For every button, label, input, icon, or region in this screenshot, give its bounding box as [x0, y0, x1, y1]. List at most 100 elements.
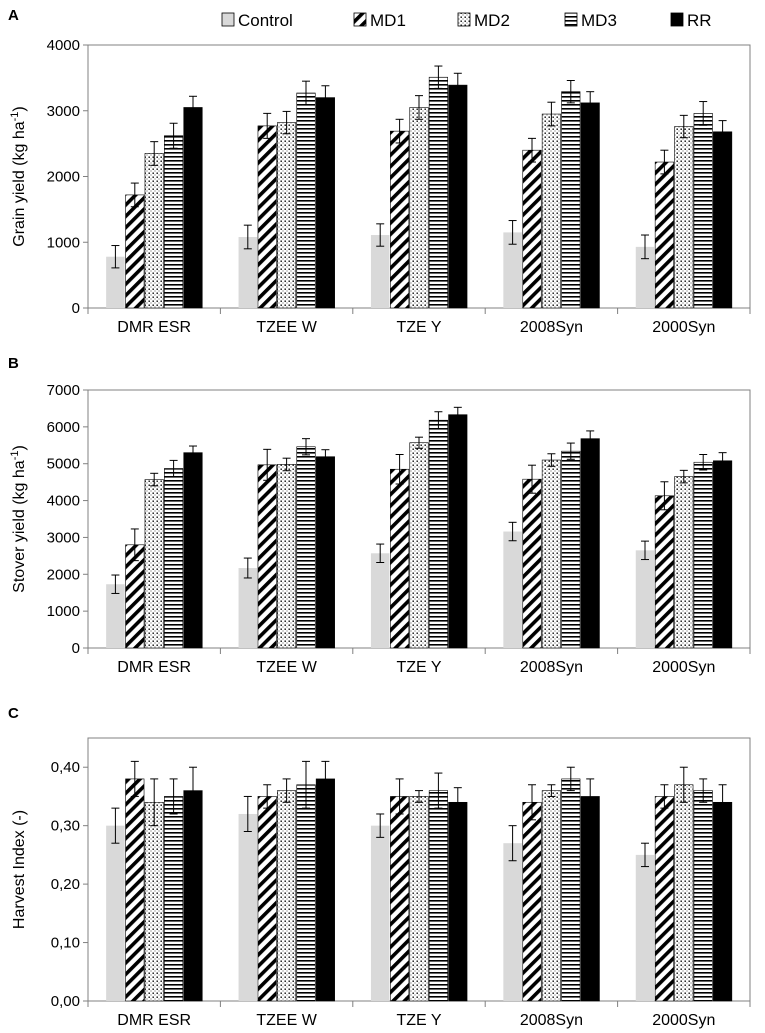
panel-letter: A: [8, 7, 19, 24]
bar-md3: [561, 450, 581, 649]
bar-md1: [257, 796, 277, 1002]
bar-rr: [580, 438, 600, 649]
y-axis-title: Harvest Index (-): [11, 810, 28, 929]
bar-md2: [674, 784, 694, 1002]
x-category-label: TZEE W: [256, 319, 317, 336]
bar-md2: [277, 464, 297, 649]
bar-rr: [713, 460, 733, 649]
x-category-label: TZEE W: [256, 659, 317, 676]
bar-md2: [541, 459, 561, 649]
x-category-label: TZE Y: [396, 319, 441, 336]
bar-rr: [183, 790, 203, 1002]
legend-item-rr: RR: [670, 11, 712, 30]
bar-rr: [580, 102, 600, 309]
legend-label-md1: MD1: [370, 11, 406, 30]
y-tick-label: 6000: [47, 419, 80, 436]
bar-md1: [390, 468, 410, 649]
bar-control: [370, 825, 390, 1001]
panel-letter: B: [8, 355, 19, 372]
y-tick-label: 0,10: [51, 935, 80, 952]
bar-md3: [428, 76, 448, 309]
x-category-label: 2008Syn: [520, 1012, 583, 1029]
y-tick-label: 0: [72, 300, 80, 317]
bar-rr: [448, 801, 468, 1002]
bar-md2: [277, 790, 297, 1002]
x-category-label: 2008Syn: [520, 659, 583, 676]
bar-control: [635, 550, 655, 648]
y-tick-label: 0,30: [51, 818, 80, 835]
bar-md3: [693, 113, 713, 309]
bar-md1: [654, 796, 674, 1002]
y-tick-label: 2000: [47, 566, 80, 583]
bar-control: [635, 854, 655, 1001]
bar-control: [503, 843, 522, 1001]
bar-control: [503, 232, 522, 308]
y-tick-label: 0,40: [51, 759, 80, 776]
bar-md2: [144, 479, 164, 649]
x-category-label: TZE Y: [396, 1012, 441, 1029]
bar-md2: [144, 153, 164, 309]
panel-c-harvest-index: C 0,00 0,10 0,20 0,30 0,40 Harvest Index (-) DM…: [8, 705, 751, 1029]
bar-md3: [164, 796, 184, 1002]
bar-rr: [448, 414, 468, 649]
legend-label-md3: MD3: [581, 11, 617, 30]
bar-md3: [296, 784, 316, 1002]
bar-md3: [693, 461, 713, 649]
bar-md1: [257, 464, 277, 649]
bar-control: [106, 256, 125, 308]
bar-md1: [125, 194, 145, 309]
panel-letter: C: [8, 705, 19, 722]
x-category-label: 2000Syn: [652, 319, 715, 336]
bar-md2: [541, 790, 561, 1002]
bar-md3: [296, 92, 316, 309]
legend-item-control: Control: [221, 11, 293, 30]
bar-control: [238, 236, 258, 308]
x-category-label: DMR ESR: [117, 659, 191, 676]
y-tick-label: 4000: [47, 37, 80, 54]
x-category-label: DMR ESR: [117, 319, 191, 336]
panel-b-stover-yield: B 0 1000 2000 3000 4000 5000 6000 7000 Stover yie…: [8, 355, 751, 676]
y-axis-title: Stover yield (kg ha-1): [9, 445, 28, 593]
bar-rr: [315, 456, 335, 649]
legend-label-rr: RR: [687, 11, 712, 30]
bar-md2: [277, 122, 297, 309]
y-tick-label: 3000: [47, 103, 80, 120]
bar-rr: [183, 107, 203, 309]
bar-md2: [674, 126, 694, 309]
bar-md3: [164, 468, 184, 649]
bar-md3: [296, 446, 316, 649]
bar-control: [370, 235, 390, 308]
y-tick-label: 0,00: [51, 993, 80, 1010]
y-tick-label: 2000: [47, 169, 80, 186]
bar-md3: [561, 778, 581, 1002]
legend-label-md2: MD2: [474, 11, 510, 30]
panel-a-grain-yield: A 0 1000 2000 3000 4000 Grain yield (kg ha-1) D…: [8, 7, 751, 336]
bar-md1: [522, 478, 542, 649]
x-category-label: TZE Y: [396, 659, 441, 676]
y-tick-label: 0: [72, 640, 80, 657]
bar-rr: [183, 452, 203, 649]
bar-md1: [654, 495, 674, 649]
bar-rr: [713, 131, 733, 309]
bar-control: [106, 584, 125, 648]
bar-md3: [164, 135, 184, 309]
y-tick-label: 5000: [47, 456, 80, 473]
bar-md2: [409, 796, 429, 1002]
bar-md1: [522, 801, 542, 1002]
y-tick-label: 1000: [47, 234, 80, 251]
bar-md3: [561, 91, 581, 309]
y-tick-label: 4000: [47, 493, 80, 510]
y-axis-title: Grain yield (kg ha-1): [9, 106, 28, 247]
bar-control: [503, 531, 522, 648]
legend-item-md2: MD2: [457, 11, 510, 30]
bar-md1: [654, 161, 674, 309]
legend-label-control: Control: [238, 11, 293, 30]
bar-md1: [257, 125, 277, 309]
bar-md1: [522, 149, 542, 309]
bar-md3: [428, 419, 448, 649]
bar-md1: [390, 796, 410, 1002]
x-category-label: 2000Syn: [652, 659, 715, 676]
bar-md2: [409, 442, 429, 649]
legend-item-md3: MD3: [564, 11, 617, 30]
